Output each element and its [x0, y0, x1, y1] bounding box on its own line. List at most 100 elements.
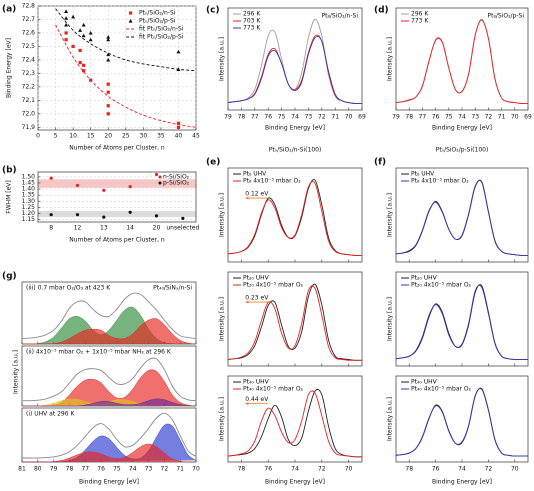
y-tick-label: 72,3 [22, 70, 36, 77]
y-axis-label: Intensity [a.u.] [387, 193, 394, 237]
data-point [71, 44, 75, 49]
legend-label: Pt₂₀ UHV [243, 275, 270, 282]
legend-label: Pt₄₀ UHV [243, 379, 270, 386]
legend-label: 296 K [243, 11, 261, 18]
data-point [82, 63, 86, 67]
shift-arrow-head [245, 300, 249, 304]
data-point [78, 28, 83, 32]
y-axis-label: Intensity [a.u.] [219, 193, 226, 237]
x-tick-label: 72 [485, 466, 493, 473]
x-tick-label: 40 [175, 133, 183, 140]
x-axis-label: Number of Atoms per Cluster, n [69, 145, 165, 152]
shift-arrow-head [245, 401, 249, 406]
x-tick-label: 20 [153, 225, 161, 232]
range-band [38, 179, 196, 188]
data-point [88, 37, 93, 42]
legend-label: Pt₈ 4x10⁻⁵ mbar O₂ [411, 178, 469, 185]
data-point [176, 125, 181, 129]
x-tick-label: 76 [97, 466, 105, 473]
data-point [176, 121, 181, 125]
x-tick-label: 45 [192, 133, 200, 140]
chart-title: Pt₈/SiO₂/n-Si [322, 13, 359, 20]
y-tick-label: 72,8 [22, 3, 36, 10]
fit-component [22, 443, 197, 463]
x-tick-label: 74 [291, 466, 299, 473]
shift-annotation: 0.44 eV [245, 396, 269, 403]
x-tick-label: 35 [157, 133, 165, 140]
data-point [106, 57, 111, 62]
plot-frame [37, 171, 197, 223]
y-tick-label: 1.15 [22, 216, 36, 223]
y-axis-label: FWHM [eV] [6, 180, 13, 213]
spectrum [21, 412, 197, 459]
panel-label: (g) [2, 272, 17, 282]
spectrum [395, 19, 529, 105]
x-tick-label: 72 [318, 114, 326, 121]
x-tick-label: 70 [511, 466, 519, 473]
data-point [64, 16, 69, 20]
x-tick-label: 72 [318, 466, 326, 473]
x-tick-label: 78 [238, 114, 246, 121]
spectrum [21, 357, 197, 402]
legend-label: Pt₈ 4x10⁻⁵ mbar O₂ [243, 178, 301, 185]
x-tick-label: unselected [166, 225, 199, 232]
x-tick-label: 77 [251, 114, 259, 121]
x-tick-label: 77 [81, 466, 89, 473]
y-axis-label: Intensity [a.u.] [219, 297, 226, 341]
y-axis-label: Binding Energy [eV] [6, 38, 13, 98]
spectrum [227, 283, 363, 361]
spectrum [395, 284, 528, 360]
fit-component [22, 398, 197, 407]
spectrum [395, 387, 528, 457]
data-point [176, 49, 181, 54]
data-point [64, 31, 68, 35]
x-tick-label: 30 [140, 133, 148, 140]
x-tick-label: 78 [405, 114, 413, 121]
x-tick-label: 71 [498, 114, 506, 121]
fit-component [21, 318, 197, 345]
x-tick-label: 80 [34, 466, 42, 473]
legend-label: 296 K [411, 11, 429, 18]
x-tick-label: 69 [358, 114, 366, 121]
data-point [128, 210, 132, 214]
x-axis-label: Binding Energy [eV] [432, 125, 492, 132]
panel-label: (b) [2, 166, 17, 176]
x-tick-label: 14 [126, 225, 134, 232]
spectrum-annotation: (i) UHV at 296 K [26, 411, 75, 418]
y-tick-label: 72,0 [22, 110, 36, 117]
data-point [106, 82, 110, 86]
data-point [64, 22, 69, 27]
spectrum [227, 180, 363, 256]
x-tick-label: 71 [176, 466, 184, 473]
data-point [71, 14, 76, 19]
chart-title: Ptₙ/SiO₂/n-Si(100) [269, 147, 322, 154]
x-tick-label: 25 [122, 133, 130, 140]
legend-marker [158, 181, 162, 185]
data-point [106, 112, 110, 116]
legend-label: n-Si/SiO₂ [163, 174, 190, 181]
data-point [106, 52, 111, 57]
x-tick-label: 72 [485, 114, 493, 121]
x-tick-label: 78 [66, 466, 74, 473]
range-band [38, 211, 196, 218]
legend-label: Pt₂₀ UHV [411, 275, 438, 282]
x-tick-label: 70 [511, 114, 519, 121]
x-tick-label: 76 [432, 114, 440, 121]
data-point [82, 69, 86, 73]
x-axis-label: Binding Energy [eV] [265, 479, 325, 486]
x-tick-label: 73 [471, 114, 479, 121]
spectrum [395, 284, 528, 360]
data-point [78, 61, 82, 65]
x-tick-label: 13 [100, 225, 108, 232]
x-tick-label: 71 [331, 114, 339, 121]
panel-label: (f) [374, 158, 386, 168]
y-tick-label: 72,4 [22, 56, 36, 63]
x-tick-label: 78 [238, 466, 246, 473]
legend-label: Ptₙ/SiO₂/n-Si [139, 10, 176, 17]
y-axis-label: Intensity [a.u.] [219, 397, 226, 441]
x-tick-label: 20 [104, 133, 112, 140]
y-axis-label: Intensity [a.u.] [387, 37, 394, 81]
data-point [154, 214, 159, 218]
legend-label: Ptₙ/SiO₂/p-Si [139, 18, 176, 25]
